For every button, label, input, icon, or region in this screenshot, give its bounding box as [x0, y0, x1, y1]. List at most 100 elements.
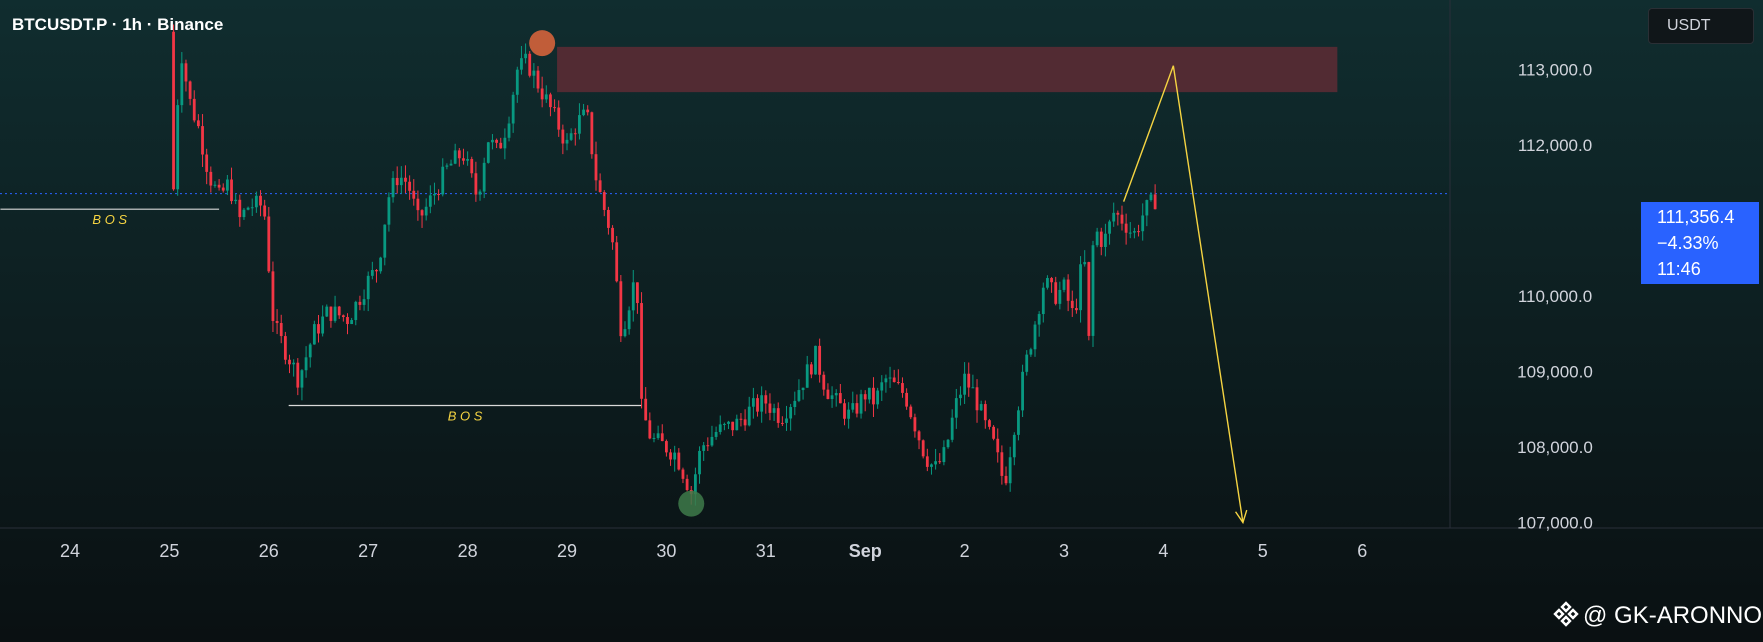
- candle-body: [706, 445, 710, 447]
- candle-body: [602, 192, 606, 210]
- candle-body: [1120, 214, 1124, 224]
- time-tick-label: 27: [358, 541, 378, 561]
- price-tick-label: 112,000.0: [1518, 136, 1592, 155]
- candle-body: [337, 306, 341, 316]
- candle-body: [971, 387, 975, 389]
- candle-body: [1083, 262, 1087, 265]
- candle-body: [242, 209, 246, 218]
- candle-body: [1124, 223, 1128, 233]
- candle-body: [354, 301, 358, 321]
- candle-body: [449, 163, 453, 166]
- candle-body: [942, 447, 946, 463]
- candle-body: [693, 474, 697, 495]
- candle-body: [540, 88, 544, 100]
- candle-body: [718, 424, 722, 432]
- candle-body: [482, 162, 486, 192]
- candle-body: [776, 408, 780, 423]
- bos-levels-layer: B O S B O S: [0, 193, 1450, 423]
- candle-body: [917, 431, 921, 441]
- candle-body: [623, 329, 627, 337]
- candle-body: [399, 177, 403, 186]
- projection-layer: [1122, 65, 1248, 525]
- candle-body: [557, 107, 561, 130]
- candle-body: [325, 306, 329, 317]
- price-tick-label: 110,000.0: [1518, 287, 1592, 306]
- candle-body: [838, 393, 842, 404]
- candle-body: [565, 139, 569, 144]
- candle-body: [259, 195, 262, 206]
- candle-body: [826, 389, 830, 399]
- candle-body: [176, 105, 180, 190]
- candle-body: [304, 357, 308, 371]
- candle-body: [1128, 232, 1132, 234]
- candle-body: [805, 364, 809, 388]
- candle-body: [283, 336, 287, 360]
- candle-body: [196, 120, 200, 127]
- candle-body: [855, 403, 859, 414]
- candle-body: [673, 452, 677, 460]
- candle-body: [524, 53, 527, 59]
- candle-body: [1041, 287, 1045, 315]
- candle-body: [292, 362, 296, 365]
- candle-body: [172, 31, 175, 190]
- candle-body: [1091, 245, 1095, 336]
- swing-high-marker: [529, 30, 556, 57]
- candle-body: [420, 210, 424, 216]
- candle-body: [764, 395, 768, 404]
- candle-body: [1153, 194, 1157, 210]
- bos-label: B O S: [92, 212, 127, 227]
- candle-body: [184, 63, 188, 82]
- candle-body: [967, 373, 971, 388]
- candle-body: [909, 406, 913, 418]
- candle-body: [979, 404, 983, 411]
- candle-body: [238, 199, 242, 218]
- candle-body: [288, 359, 291, 365]
- candle-body: [312, 324, 316, 345]
- candle-body: [780, 422, 784, 424]
- candle-body: [544, 94, 548, 100]
- candle-body: [631, 282, 635, 311]
- candle-body: [648, 420, 652, 439]
- last-price-label: 111,356.4 −4.33% 11:46: [1641, 202, 1759, 284]
- candle-body: [1075, 308, 1078, 311]
- candle-body: [598, 180, 602, 193]
- candle-body: [710, 436, 714, 446]
- candle-body: [346, 317, 349, 325]
- candle-body: [478, 191, 482, 195]
- candle-body: [491, 139, 494, 143]
- candle-body: [768, 403, 772, 413]
- candle-body: [1054, 282, 1058, 304]
- candle-body: [1112, 212, 1116, 222]
- candle-body: [250, 207, 254, 209]
- candle-body: [263, 205, 267, 217]
- candle-body: [747, 406, 751, 426]
- candle-body: [520, 58, 523, 70]
- candle-body: [549, 94, 552, 108]
- candle-body: [652, 437, 656, 439]
- chart-title: BTCUSDT.P · 1h · Binance: [12, 15, 224, 34]
- markers-layer: [529, 30, 705, 517]
- candle-body: [404, 177, 407, 182]
- candle-body: [387, 197, 391, 225]
- currency-unit-button[interactable]: USDT: [1648, 8, 1754, 44]
- candle-body: [234, 199, 238, 202]
- candle-body: [569, 133, 573, 140]
- candle-body: [669, 452, 672, 460]
- candle-body: [727, 421, 730, 424]
- candle-body: [511, 94, 515, 124]
- supply-zone: [557, 46, 1338, 93]
- candle-body: [1000, 452, 1004, 476]
- candle-body: [221, 187, 225, 191]
- swing-low-marker: [678, 490, 705, 517]
- candle-body: [333, 306, 337, 321]
- candle-body: [192, 98, 196, 121]
- candle-body: [507, 123, 511, 138]
- candle-body: [408, 181, 412, 191]
- candle-body: [586, 109, 590, 113]
- candle-body: [503, 137, 507, 149]
- candle-body: [1017, 410, 1020, 435]
- candle-body: [225, 179, 229, 191]
- candle-body: [901, 383, 904, 393]
